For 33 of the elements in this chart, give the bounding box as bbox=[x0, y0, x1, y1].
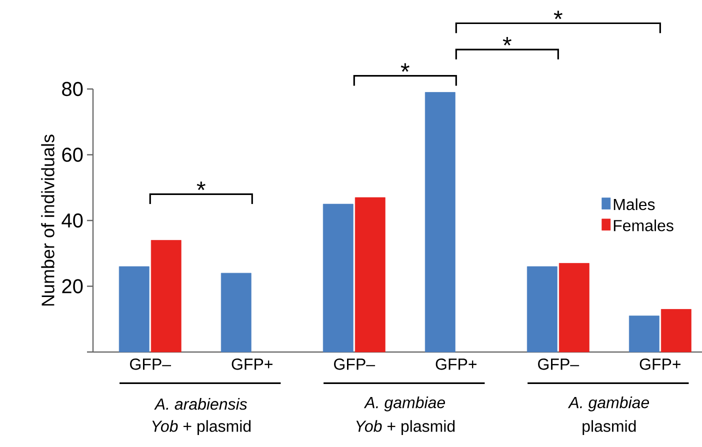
bar bbox=[220, 272, 252, 352]
bar bbox=[424, 92, 456, 352]
bar bbox=[526, 266, 558, 352]
x-tick-label: GFP+ bbox=[640, 358, 680, 370]
text: * bbox=[502, 36, 512, 46]
bar bbox=[354, 197, 386, 352]
legend-label: Males bbox=[614, 198, 655, 210]
text: Yob + plasmid bbox=[152, 420, 251, 436]
text: * bbox=[554, 10, 562, 20]
y-tick-label: 40 bbox=[62, 213, 83, 228]
x-tick-label: GFP– bbox=[538, 358, 580, 370]
bar bbox=[322, 204, 354, 352]
y-tick-label: 80 bbox=[62, 82, 83, 96]
bar bbox=[150, 240, 182, 352]
bar bbox=[660, 309, 692, 352]
annotation: * bbox=[196, 182, 206, 190]
x-tick-label: GFP– bbox=[130, 358, 172, 370]
bar bbox=[558, 263, 590, 352]
bar bbox=[118, 266, 150, 352]
bar bbox=[628, 316, 660, 352]
x-tick-label: GFP– bbox=[334, 358, 376, 370]
text: A. gambiae bbox=[568, 396, 650, 412]
text: A. arabiensis bbox=[154, 398, 248, 410]
y-tick-label: 60 bbox=[62, 148, 83, 162]
legend-label: Females bbox=[614, 219, 674, 232]
text: Yob + plasmid bbox=[356, 420, 455, 436]
x-tick-label: GFP+ bbox=[232, 358, 272, 370]
text: plasmid bbox=[582, 420, 636, 436]
text: A. gambiae bbox=[364, 396, 445, 412]
y-tick-label: 20 bbox=[62, 279, 83, 294]
x-tick-label: GFP+ bbox=[436, 358, 476, 370]
y-axis-title: Number of individuals bbox=[41, 134, 54, 306]
text: * bbox=[400, 63, 410, 72]
